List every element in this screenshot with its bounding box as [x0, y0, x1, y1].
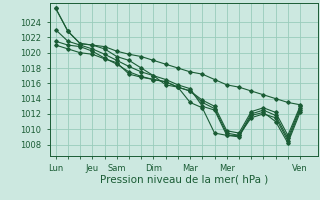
X-axis label: Pression niveau de la mer( hPa ): Pression niveau de la mer( hPa )	[100, 175, 268, 185]
